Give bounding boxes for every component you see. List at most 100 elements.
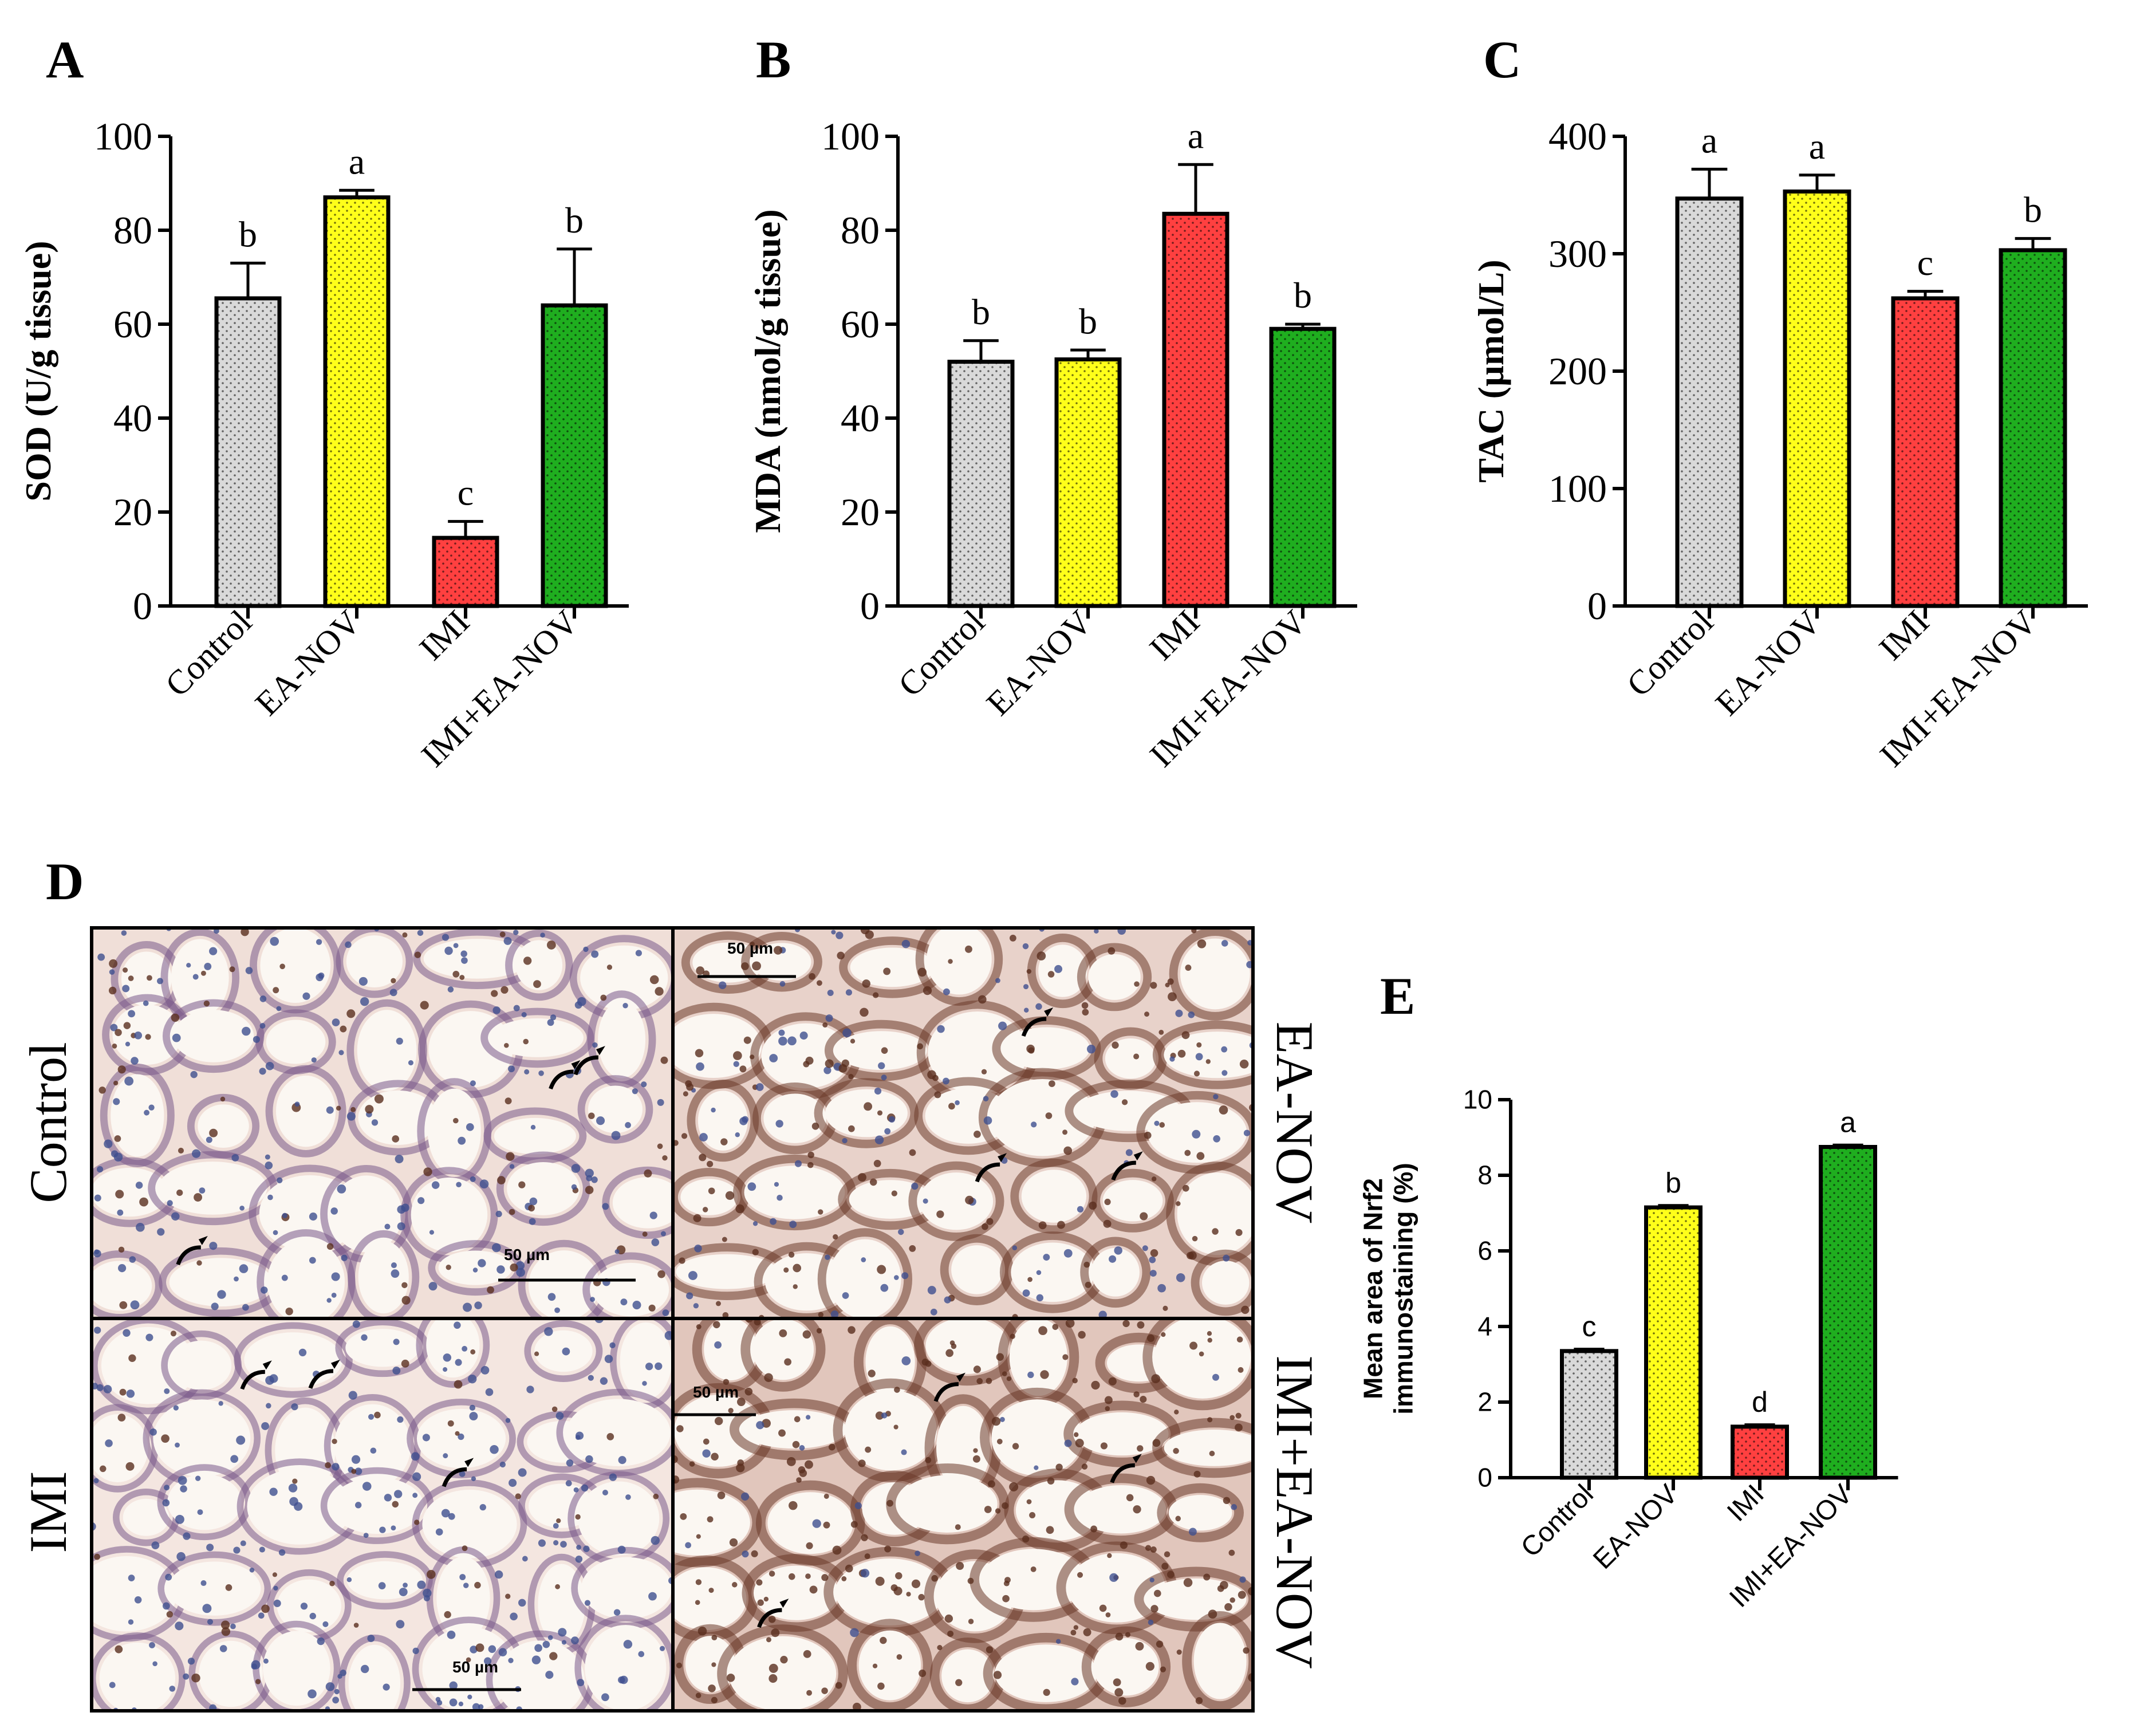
nucleus xyxy=(199,1187,206,1194)
nucleus xyxy=(635,950,642,956)
nucleus xyxy=(242,1304,249,1311)
nucleus xyxy=(1152,1439,1161,1447)
follicle-wall xyxy=(1142,1318,1253,1411)
nucleus xyxy=(565,1480,572,1487)
follicle-wall xyxy=(741,931,822,992)
nucleus xyxy=(281,1274,288,1281)
follicle-colloid xyxy=(277,1579,341,1632)
nucleus xyxy=(681,1133,688,1139)
nucleus xyxy=(1161,1562,1169,1570)
nucleus xyxy=(428,1282,438,1291)
nucleus xyxy=(689,1461,695,1467)
nucleus xyxy=(1146,1334,1155,1343)
nucleus xyxy=(325,1462,331,1469)
nucleus xyxy=(282,1213,287,1219)
nucleus xyxy=(534,1351,539,1356)
nucleus xyxy=(836,931,844,939)
nucleus xyxy=(972,1455,980,1463)
nucleus xyxy=(858,1459,866,1467)
nucleus xyxy=(1062,1129,1068,1135)
arrowhead-icon xyxy=(1044,1007,1054,1017)
significance-letter-imi-ea-nov: b xyxy=(2024,190,2042,230)
nucleus xyxy=(94,1194,101,1202)
nucleus xyxy=(1028,1047,1035,1054)
significance-letter-imi: d xyxy=(1752,1386,1768,1418)
nucleus xyxy=(555,1412,564,1420)
nucleus xyxy=(1137,1321,1145,1329)
nucleus xyxy=(711,1662,716,1667)
y-tick-label: 0 xyxy=(860,584,880,628)
nucleus xyxy=(1151,1374,1161,1384)
nucleus xyxy=(611,1131,621,1140)
nucleus xyxy=(348,1391,357,1400)
nucleus xyxy=(100,1465,107,1473)
nucleus xyxy=(447,986,454,993)
nucleus xyxy=(192,1149,201,1158)
nucleus xyxy=(1027,1277,1032,1282)
follicle-wall xyxy=(1169,928,1253,1021)
nucleus xyxy=(171,1212,180,1221)
nucleus xyxy=(360,997,369,1006)
nucleus xyxy=(1089,1201,1097,1210)
nucleus xyxy=(261,1604,270,1613)
nucleus xyxy=(881,1047,888,1054)
nucleus xyxy=(931,1574,938,1582)
nucleus xyxy=(545,1671,554,1679)
follicle-colloid xyxy=(744,1166,845,1219)
nucleus xyxy=(354,1467,362,1475)
nucleus xyxy=(128,1619,134,1625)
follicle-colloid xyxy=(593,1262,669,1317)
follicle-wall xyxy=(915,928,1003,1006)
nucleus xyxy=(1081,1463,1088,1470)
nucleus xyxy=(278,1549,286,1556)
nucleus xyxy=(279,963,285,970)
nucleus xyxy=(462,1345,468,1352)
nucleus xyxy=(553,1523,559,1529)
nucleus xyxy=(285,1307,293,1316)
nucleus xyxy=(480,1366,490,1375)
nucleus xyxy=(466,1123,474,1131)
nucleus xyxy=(575,1514,581,1520)
y-tick-label: 6 xyxy=(1477,1236,1492,1266)
nucleus xyxy=(901,1449,907,1455)
nucleus xyxy=(98,1087,106,1094)
nucleus xyxy=(638,1651,645,1658)
follicle-colloid xyxy=(171,939,229,1017)
nucleus xyxy=(518,1599,526,1607)
nucleus xyxy=(255,1679,261,1684)
nucleus xyxy=(240,1540,246,1546)
nucleus xyxy=(708,1588,714,1593)
follicle-colloid xyxy=(752,1318,814,1380)
nucleus xyxy=(459,975,465,980)
y-tick-label: 100 xyxy=(821,115,880,158)
nucleus xyxy=(423,1167,432,1176)
nucleus xyxy=(513,1005,520,1011)
nucleus xyxy=(1037,951,1046,960)
nucleus xyxy=(1103,1219,1112,1228)
follicle-colloid xyxy=(673,1489,750,1556)
nucleus xyxy=(881,1412,888,1419)
nucleus xyxy=(528,1204,535,1212)
nucleus xyxy=(422,1434,430,1442)
nucleus xyxy=(529,1197,538,1206)
nucleus xyxy=(123,967,128,973)
nucleus xyxy=(649,975,659,985)
nucleus xyxy=(487,1286,494,1294)
nucleus xyxy=(431,1181,440,1189)
nucleus xyxy=(739,1065,747,1073)
follicle-colloid xyxy=(919,1172,994,1230)
nucleus xyxy=(447,1631,456,1639)
nucleus xyxy=(1036,1270,1042,1276)
follicle-colloid xyxy=(676,1254,778,1289)
nucleus xyxy=(249,1568,255,1573)
arrowhead-icon xyxy=(198,1235,208,1245)
nucleus xyxy=(1148,1619,1154,1625)
nucleus xyxy=(164,1388,170,1394)
bar-pattern-imi-ea-nov xyxy=(1273,330,1333,604)
nucleus xyxy=(412,1493,418,1498)
nucleus xyxy=(1235,1412,1242,1419)
nucleus xyxy=(124,1076,134,1086)
nucleus xyxy=(530,1124,536,1130)
nucleus xyxy=(114,1135,121,1142)
nucleus xyxy=(1035,1003,1042,1010)
